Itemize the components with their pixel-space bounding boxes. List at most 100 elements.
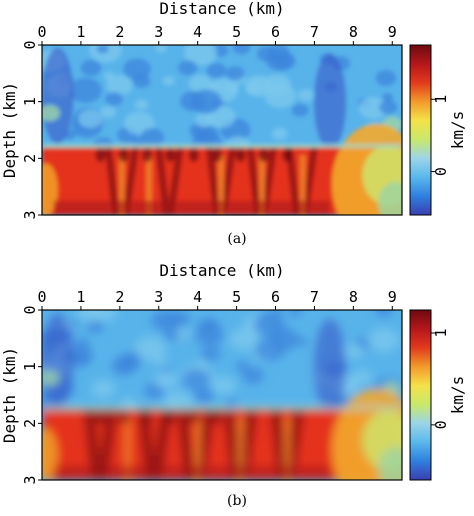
upper-layer-blob [178,60,198,76]
upper-layer-blob [155,45,167,53]
upper-dark-zone [42,48,74,144]
x-tick-label: 9 [388,23,397,41]
upper-layer-blob [105,91,123,106]
x-tick-label: 1 [76,23,85,41]
upper-layer-blob [183,45,218,66]
upper-dark-zone [314,318,346,415]
y-tick-label: 0 [21,40,39,49]
heatmap-texture [42,310,402,480]
interface-blob [142,410,153,425]
colorbar [409,44,432,216]
upper-layer-blob [132,74,151,88]
upper-layer-blob [190,89,222,114]
upper-layer-blob [232,45,251,55]
interface-blob [165,410,176,425]
lower-dark-streak [83,409,102,480]
upper-layer-blob [353,369,373,384]
lower-dark-streak [246,147,262,215]
panel-caption: (a) [227,231,246,247]
upper-layer-blob [225,398,239,409]
upper-layer-blob [344,343,364,359]
y-tick-label: 1 [21,362,39,371]
y-tick-label: 1 [21,97,39,106]
upper-layer-blob [111,356,136,376]
upper-layer-blob [188,74,212,93]
upper-layer-blob [368,328,400,353]
upper-green-spot [42,105,60,121]
lower-dark-streak [270,409,289,480]
lower-dark-streak [155,147,171,215]
lower-bottom-band [53,200,331,215]
upper-layer-blob [163,328,180,342]
lower-orange-streak [218,155,225,215]
x-axis-label: Distance (km) [159,261,284,280]
upper-dark-zone [314,53,346,150]
upper-layer-blob [182,368,211,391]
interface-line [42,144,402,148]
upper-layer-blob [103,71,115,81]
x-tick-label: 9 [388,288,397,306]
upper-layer-blob [196,360,207,369]
heatmap [42,310,402,480]
lower-green-zone [378,181,402,215]
y-axis-label: Depth (km) [0,347,19,443]
lower-dark-streak [104,147,120,215]
upper-layer-blob [358,97,388,120]
heatmap [42,45,402,215]
upper-layer-blob [139,128,165,147]
interface-blob [188,148,199,162]
plot-frame [41,44,403,216]
upper-layer-blob [162,75,175,86]
colorbar-tick-label: 1 [432,95,450,104]
x-tick-label: 6 [271,23,280,41]
panel-b: Distance (km) 0 1 2 3 4 5 6 7 8 9 Depth (km) 0 1 2 3 0 1 k… [0,261,467,509]
interface-blob [282,148,293,162]
upper-layer-blob [229,328,259,351]
lower-dark-streak [137,409,157,480]
lower-bottom-band [53,465,331,480]
y-tick-label: 2 [21,419,39,428]
lower-orange-streak [118,155,125,215]
upper-layer-blob [195,323,224,346]
interface-blob [258,148,269,162]
interface-blob [95,410,106,425]
colorbar-tick-label: 1 [432,328,450,337]
x-tick-label: 6 [271,288,280,306]
heatmap-texture [42,45,402,215]
upper-layer-blob [381,93,394,102]
x-tick-label: 8 [349,288,358,306]
interface-blob [165,148,176,162]
upper-layer-blob [151,310,178,331]
lower-dark-streak [285,147,301,215]
upper-layer-blob [375,310,393,318]
lower-orange-streak [299,155,306,215]
lower-dark-streak [96,409,118,480]
colorbar-tick-label: 0 [432,420,450,429]
panel-caption: (b) [227,493,247,509]
upper-layer-blob [253,312,286,337]
upper-layer-blob [297,89,314,102]
lower-dark-streak [166,147,184,215]
x-tick-label: 7 [310,23,319,41]
x-tick-label: 5 [232,288,241,306]
x-tick-label: 3 [154,23,163,41]
interface-blob [188,410,199,425]
upper-layer-blob [126,352,140,362]
upper-layer-blob [134,99,149,110]
lower-orange-streak [258,155,265,215]
x-tick-label: 8 [349,23,358,41]
panel-a: Distance (km) 0 1 2 3 4 5 6 7 8 9 Depth (km) 0 1 2 3 0 1 k… [0,0,467,247]
colorbar-label: km/s [448,111,467,150]
lower-orange-streak [124,417,131,480]
x-tick-label: 0 [37,288,46,306]
upper-layer-blob [96,45,109,54]
y-tick-label: 3 [21,210,39,219]
interface-blob [95,148,106,162]
interface-blob [235,148,246,162]
x-tick-label: 2 [115,23,124,41]
upper-layer-blob [206,62,227,79]
x-tick-label: 5 [232,23,241,41]
lower-green-zone [378,446,402,480]
